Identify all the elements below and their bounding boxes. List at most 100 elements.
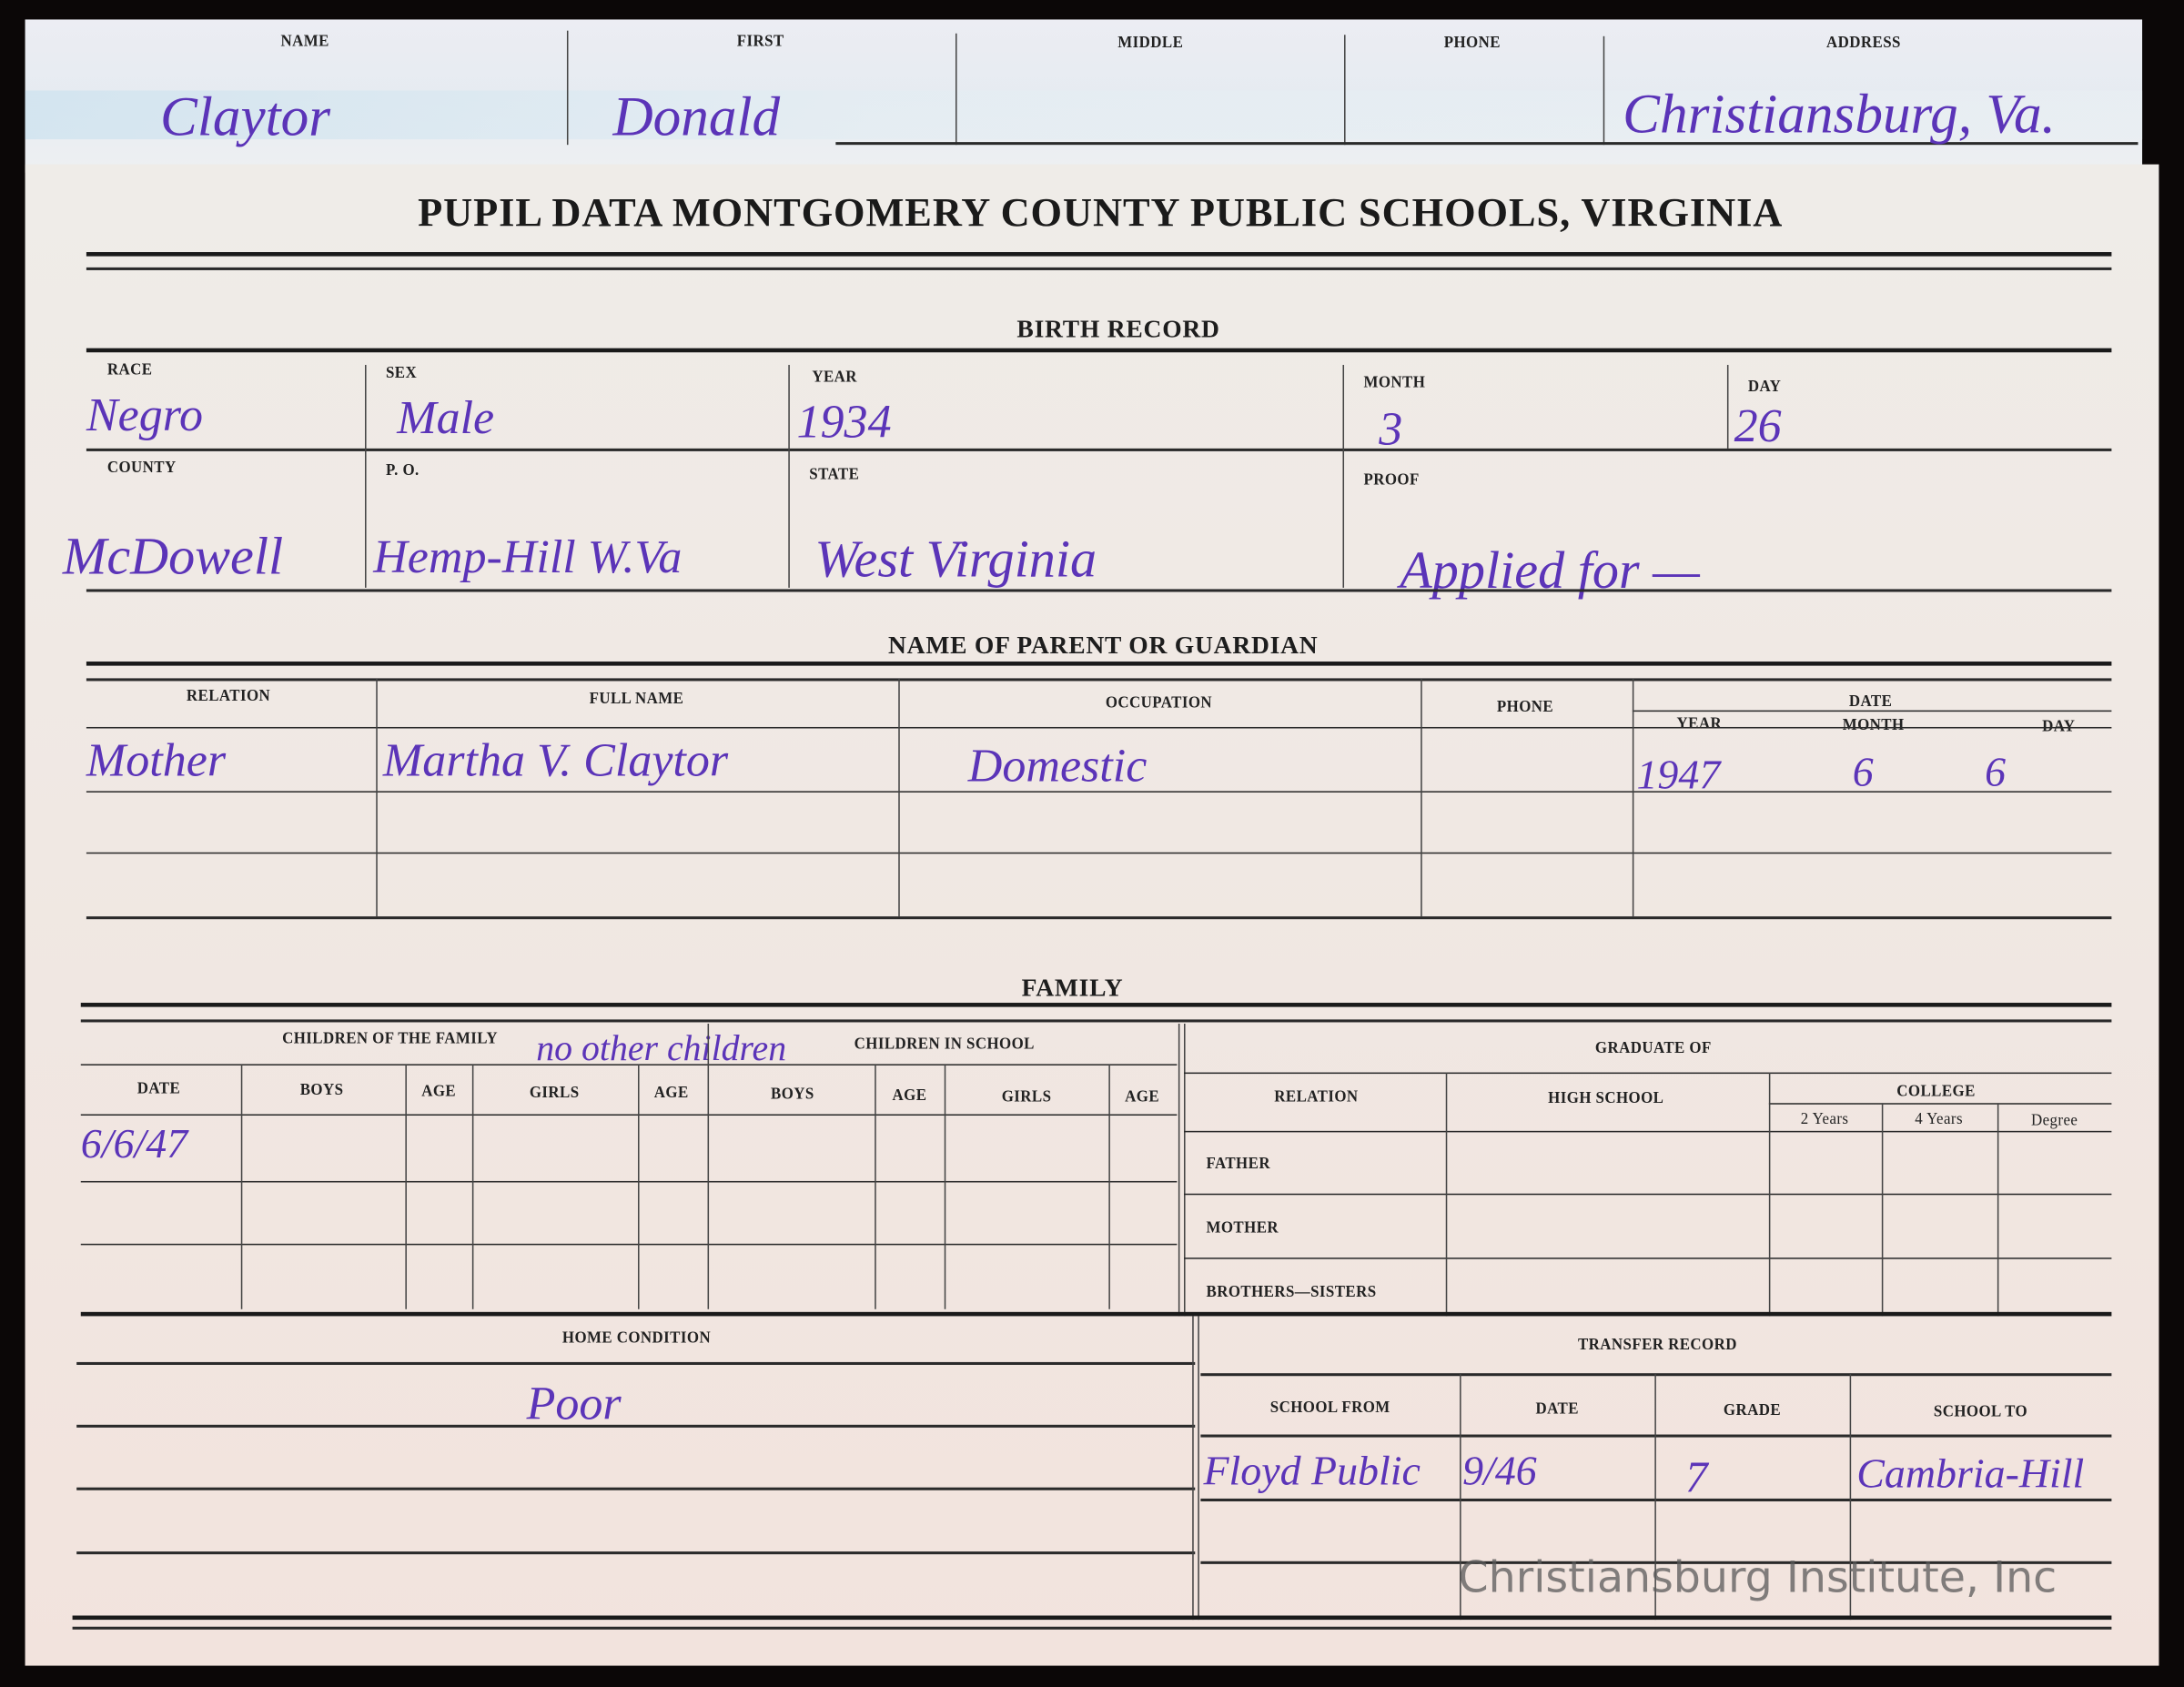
divider xyxy=(1178,1023,1180,1317)
transfer-record-header: TRANSFER RECORD xyxy=(1577,1334,1737,1354)
year-value: 1934 xyxy=(796,397,892,449)
divider xyxy=(365,365,367,588)
occupation-value: Domestic xyxy=(967,741,1148,793)
month-header: MONTH xyxy=(1842,714,1905,734)
divider xyxy=(1108,1064,1110,1309)
county-value: McDowell xyxy=(62,528,284,587)
school-from-header: SCHOOL FROM xyxy=(1269,1397,1390,1417)
rule xyxy=(80,1064,1178,1066)
rule xyxy=(80,1180,1178,1183)
rule xyxy=(76,1361,1196,1365)
rule xyxy=(1184,1130,2112,1133)
phone-label: PHONE xyxy=(1443,32,1501,52)
family-heading: FAMILY xyxy=(1021,973,1124,1002)
rule xyxy=(1200,1498,2112,1501)
children-of-family-header: CHILDREN OF THE FAMILY xyxy=(282,1027,499,1048)
grad-row-siblings: BROTHERS—SISTERS xyxy=(1206,1281,1377,1301)
graduate-of-header: GRADUATE OF xyxy=(1594,1037,1712,1057)
rule xyxy=(835,142,2138,146)
col-girls-school: GIRLS xyxy=(1001,1086,1052,1106)
year-header: YEAR xyxy=(1676,712,1723,733)
rule xyxy=(76,1487,1196,1490)
race-label: RACE xyxy=(106,359,153,379)
date-header: DATE xyxy=(1848,691,1893,711)
sex-label: SEX xyxy=(385,361,418,382)
rule xyxy=(1184,1072,2112,1075)
middle-label: MIDDLE xyxy=(1117,32,1184,52)
day-value: 26 xyxy=(1734,400,1782,453)
divider xyxy=(1184,1023,1186,1317)
divider xyxy=(1344,35,1346,146)
rule xyxy=(80,1019,2112,1023)
rule xyxy=(86,662,2112,666)
divider xyxy=(1198,1316,1199,1621)
first-label: FIRST xyxy=(736,30,784,51)
rule xyxy=(86,267,2112,270)
divider xyxy=(1881,1103,1884,1317)
state-label: STATE xyxy=(809,463,860,484)
grad-relation-header: RELATION xyxy=(1274,1086,1359,1106)
rule xyxy=(86,448,2112,451)
back-card-tint xyxy=(25,90,2143,140)
rule xyxy=(80,1311,2112,1317)
relation-value: Mother xyxy=(86,735,227,787)
day-header: DAY xyxy=(2042,715,2076,736)
divider xyxy=(1632,678,1634,917)
divider xyxy=(1726,365,1729,449)
occupation-header: OCCUPATION xyxy=(1105,692,1213,712)
home-condition-header: HOME CONDITION xyxy=(561,1327,712,1348)
rule xyxy=(80,1003,2112,1007)
pupil-data-card xyxy=(25,164,2159,1666)
year-label: YEAR xyxy=(812,366,857,386)
rule xyxy=(1768,1103,2112,1105)
address-value: Christiansburg, Va. xyxy=(1623,82,2056,146)
rule xyxy=(76,1551,1196,1554)
divider xyxy=(1849,1373,1852,1621)
rule xyxy=(72,1626,2112,1630)
rule xyxy=(86,589,2112,592)
parent-month-value: 6 xyxy=(1852,749,1874,795)
two-years-header: 2 Years xyxy=(1800,1108,1849,1128)
degree-header: Degree xyxy=(2030,1109,2078,1130)
divider xyxy=(955,33,957,146)
rule xyxy=(1200,1373,2112,1376)
parent-heading: NAME OF PARENT OR GUARDIAN xyxy=(888,631,1319,659)
first-value: Donald xyxy=(612,85,781,148)
transfer-date-value: 9/46 xyxy=(1462,1448,1537,1495)
rule xyxy=(1184,1258,2112,1259)
school-to-header: SCHOOL TO xyxy=(1933,1400,2028,1421)
grad-row-father: FATHER xyxy=(1206,1153,1270,1173)
four-years-header: 4 Years xyxy=(1915,1108,1963,1128)
transfer-date-header: DATE xyxy=(1535,1398,1579,1419)
po-value: Hemp-Hill W.Va xyxy=(373,531,682,584)
col-boys-school: BOYS xyxy=(771,1083,814,1104)
col-girls: GIRLS xyxy=(529,1082,580,1102)
proof-value: Applied for — xyxy=(1400,541,1700,601)
full-name-header: FULL NAME xyxy=(589,688,684,708)
col-age: AGE xyxy=(421,1080,457,1101)
county-label: COUNTY xyxy=(106,457,177,477)
rule xyxy=(80,1114,1178,1116)
divider xyxy=(240,1064,243,1309)
col-date: DATE xyxy=(136,1077,181,1098)
divider xyxy=(898,678,900,917)
divider xyxy=(944,1064,946,1309)
race-value: Negro xyxy=(86,389,204,442)
parent-year-value: 1947 xyxy=(1636,752,1721,799)
divider xyxy=(1460,1373,1461,1621)
college-header: COLLEGE xyxy=(1896,1080,1976,1101)
rule xyxy=(86,252,2112,257)
grade-value: 7 xyxy=(1685,1450,1708,1501)
divider xyxy=(788,365,790,588)
divider xyxy=(471,1064,474,1309)
col-age: AGE xyxy=(653,1082,689,1102)
divider xyxy=(566,30,569,146)
month-label: MONTH xyxy=(1363,371,1426,392)
divider xyxy=(1342,365,1345,588)
rule xyxy=(76,1424,1196,1428)
high-school-header: HIGH SCHOOL xyxy=(1548,1087,1664,1107)
rule xyxy=(1200,1561,2112,1564)
name-value: Claytor xyxy=(160,85,331,148)
divider xyxy=(1768,1072,1771,1317)
